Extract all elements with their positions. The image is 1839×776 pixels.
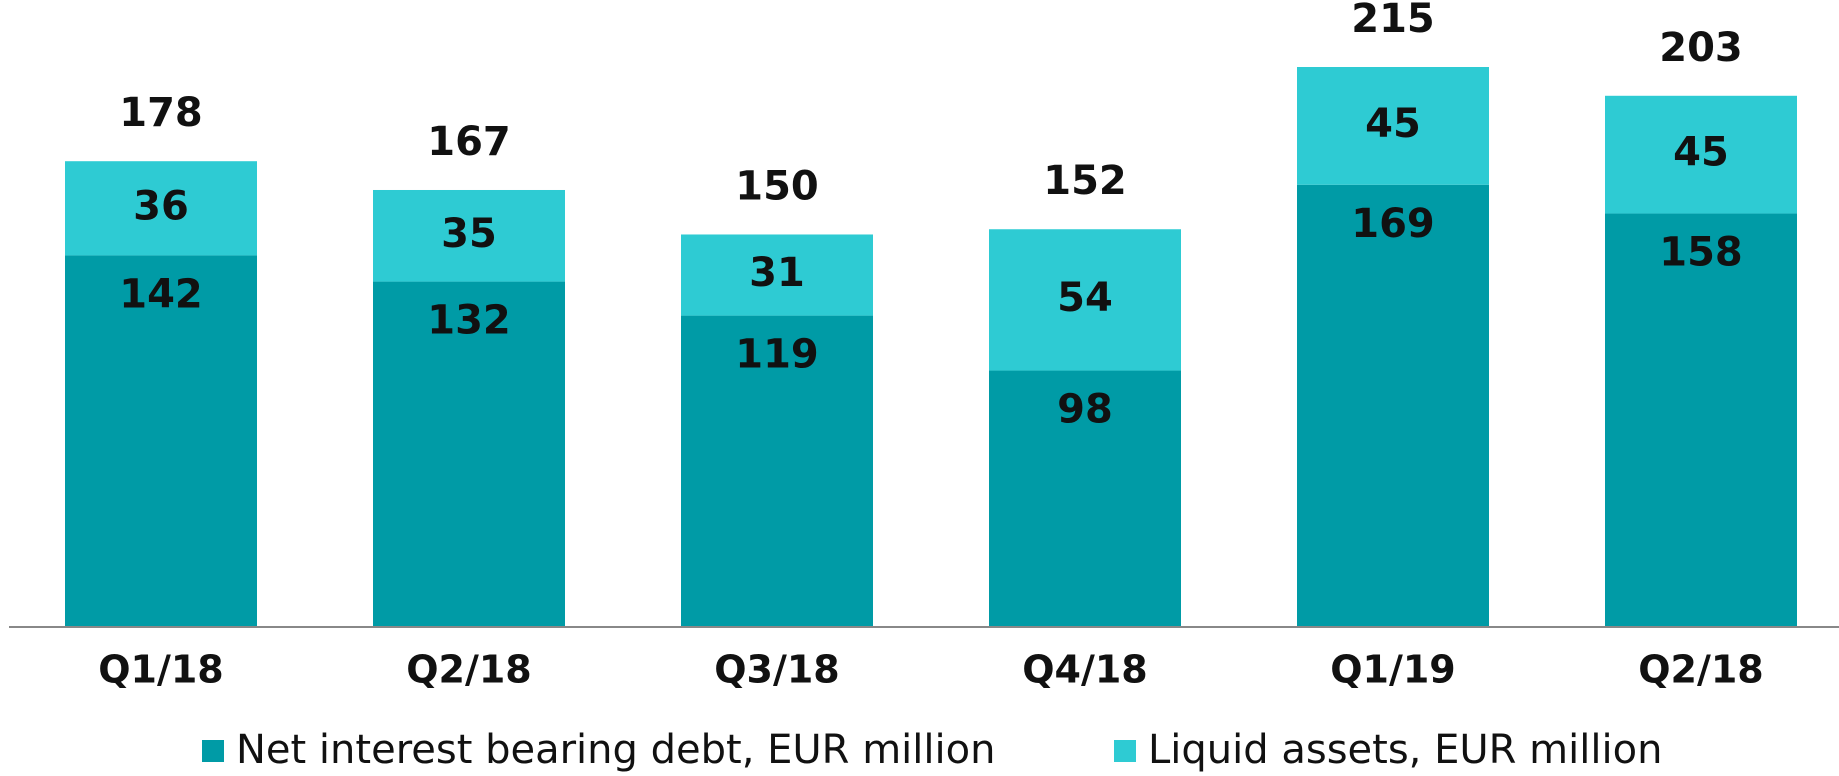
bar-segment (681, 234, 873, 316)
bar-segment (989, 229, 1181, 371)
bar-segment (373, 189, 565, 282)
total-label: 178 (119, 90, 203, 136)
x-tick-label: Q1/19 (1330, 648, 1456, 692)
bar-segment (1297, 184, 1489, 627)
legend-label: Net interest bearing debt, EUR million (236, 727, 995, 773)
bar-segment (65, 255, 257, 628)
total-label: 203 (1659, 25, 1743, 71)
bar-segment (681, 315, 873, 627)
segment-label: 119 (735, 332, 819, 378)
segment-label: 158 (1659, 230, 1743, 276)
x-tick-label: Q2/18 (406, 648, 532, 692)
segment-label: 54 (1057, 275, 1113, 321)
bar-segment (65, 161, 257, 256)
segment-label: 31 (749, 250, 805, 296)
bar-segment (1297, 67, 1489, 185)
bar-segment (1605, 95, 1797, 214)
segment-label: 36 (133, 183, 189, 229)
segment-label: 35 (441, 211, 497, 257)
segment-label: 45 (1365, 101, 1421, 147)
segment-label: 132 (427, 298, 511, 344)
segment-label: 98 (1057, 387, 1113, 433)
total-label: 215 (1351, 0, 1435, 42)
legend-swatch (202, 740, 224, 762)
x-tick-label: Q4/18 (1022, 648, 1148, 692)
legend-swatch (1114, 740, 1136, 762)
bar-segment (373, 281, 565, 627)
legend-label: Liquid assets, EUR million (1148, 727, 1662, 773)
x-tick-label: Q2/18 (1638, 648, 1764, 692)
x-tick-label: Q3/18 (714, 648, 840, 692)
segment-label: 142 (119, 271, 203, 317)
total-label: 167 (427, 119, 511, 165)
x-tick-label: Q1/18 (98, 648, 224, 692)
segment-label: 169 (1351, 201, 1435, 247)
total-label: 152 (1043, 158, 1127, 204)
bar-segment (989, 370, 1181, 627)
total-label: 150 (735, 163, 819, 209)
segment-label: 45 (1673, 130, 1729, 176)
bar-segment (1605, 213, 1797, 627)
